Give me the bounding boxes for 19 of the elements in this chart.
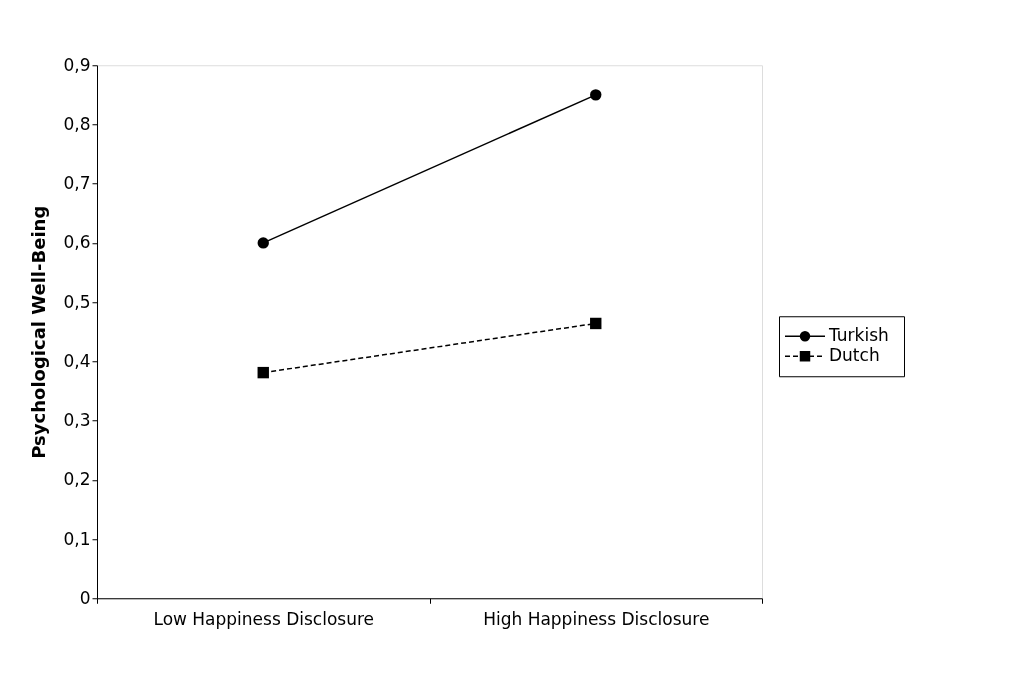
y-tick-label: 0,1 — [63, 528, 91, 549]
y-tick-label: 0 — [79, 587, 91, 608]
point — [590, 317, 602, 330]
legend-label: Turkish — [828, 325, 889, 346]
x-tick-label: High Happiness Disclosure — [483, 608, 710, 629]
legend-label: Dutch — [829, 345, 880, 366]
y-tick-label: 0,7 — [63, 173, 91, 194]
point — [590, 89, 602, 101]
y-tick-label: 0,6 — [63, 232, 91, 253]
y-tick-label: 0,4 — [63, 350, 91, 371]
x-tick-label: Low Happiness Disclosure — [153, 608, 375, 629]
y-axis-title: Psychological Well-Being — [28, 205, 50, 459]
y-tick-label: 0,9 — [63, 54, 91, 75]
y-tick-label: 0,8 — [63, 113, 91, 134]
y-tick-label: 0,5 — [63, 291, 91, 312]
y-tick-label: 0,3 — [63, 410, 91, 431]
point — [257, 366, 269, 379]
y-tick-label: 0,2 — [63, 469, 91, 490]
point — [257, 237, 269, 249]
